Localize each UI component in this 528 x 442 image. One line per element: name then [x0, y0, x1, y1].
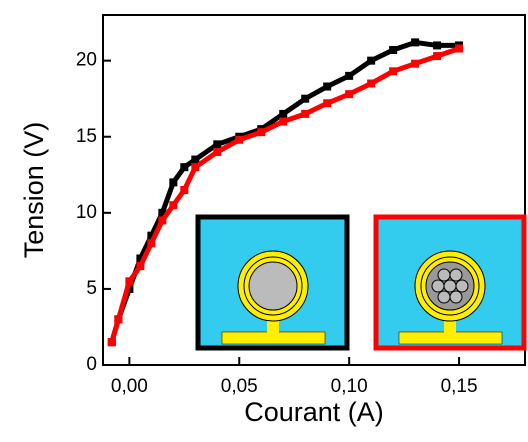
y-tick-label: 10 — [76, 202, 97, 223]
point — [180, 163, 189, 172]
point — [345, 90, 354, 99]
point — [191, 163, 200, 172]
point — [136, 254, 145, 263]
point — [367, 56, 376, 65]
inset-multi-core — [373, 214, 527, 351]
x-tick-label: 0,00 — [111, 376, 148, 397]
point — [367, 79, 376, 88]
x-tick-label: 0,05 — [221, 376, 258, 397]
point — [411, 59, 420, 68]
x-axis-label: Courant (A) — [244, 397, 384, 427]
point — [235, 135, 244, 144]
point — [433, 52, 442, 61]
point — [301, 109, 310, 118]
point — [455, 44, 464, 53]
point — [279, 117, 288, 126]
point — [323, 82, 332, 91]
y-tick-label: 5 — [86, 278, 97, 299]
x-tick-label: 0,15 — [441, 376, 478, 397]
plot-area — [107, 38, 464, 347]
y-axis-label: Tension (V) — [19, 122, 49, 259]
point — [169, 178, 178, 187]
y-tick-label: 0 — [86, 354, 97, 375]
point — [147, 239, 156, 248]
y-tick-label: 20 — [76, 50, 97, 71]
point — [345, 71, 354, 80]
point — [191, 155, 200, 164]
point — [114, 315, 123, 324]
point — [433, 41, 442, 50]
plot-frame — [102, 14, 526, 366]
point — [136, 262, 145, 271]
inset-single-core — [195, 214, 350, 351]
point — [279, 109, 288, 118]
point — [389, 67, 398, 76]
point — [125, 277, 134, 286]
point — [301, 94, 310, 103]
point — [257, 128, 266, 137]
y-tick-label: 15 — [76, 126, 97, 147]
point — [158, 216, 167, 225]
point — [213, 140, 222, 149]
point — [158, 208, 167, 217]
point — [213, 147, 222, 156]
x-tick-label: 0,10 — [331, 376, 368, 397]
point — [107, 338, 116, 347]
point — [147, 231, 156, 240]
point — [169, 201, 178, 210]
point — [323, 99, 332, 108]
point — [180, 186, 189, 194]
point — [389, 46, 398, 54]
point — [411, 38, 420, 47]
